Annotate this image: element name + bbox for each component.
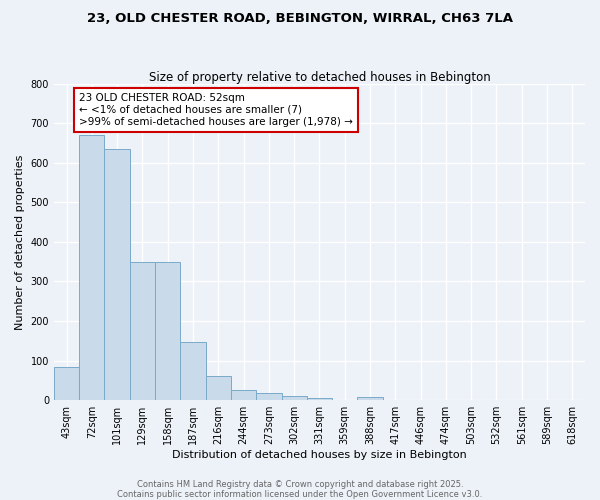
Bar bbox=[358, 397, 383, 400]
Bar bbox=[281, 396, 307, 400]
Bar bbox=[307, 398, 332, 400]
Bar bbox=[130, 262, 155, 400]
Bar bbox=[181, 342, 206, 400]
Y-axis label: Number of detached properties: Number of detached properties bbox=[15, 154, 25, 330]
Bar bbox=[54, 366, 79, 400]
Bar bbox=[104, 149, 130, 400]
Bar bbox=[256, 394, 281, 400]
Bar bbox=[206, 376, 231, 400]
Bar bbox=[79, 135, 104, 400]
Text: Contains HM Land Registry data © Crown copyright and database right 2025.
Contai: Contains HM Land Registry data © Crown c… bbox=[118, 480, 482, 499]
Title: Size of property relative to detached houses in Bebington: Size of property relative to detached ho… bbox=[149, 70, 490, 84]
X-axis label: Distribution of detached houses by size in Bebington: Distribution of detached houses by size … bbox=[172, 450, 467, 460]
Bar bbox=[155, 262, 181, 400]
Text: 23 OLD CHESTER ROAD: 52sqm
← <1% of detached houses are smaller (7)
>99% of semi: 23 OLD CHESTER ROAD: 52sqm ← <1% of deta… bbox=[79, 94, 353, 126]
Bar bbox=[231, 390, 256, 400]
Text: 23, OLD CHESTER ROAD, BEBINGTON, WIRRAL, CH63 7LA: 23, OLD CHESTER ROAD, BEBINGTON, WIRRAL,… bbox=[87, 12, 513, 26]
